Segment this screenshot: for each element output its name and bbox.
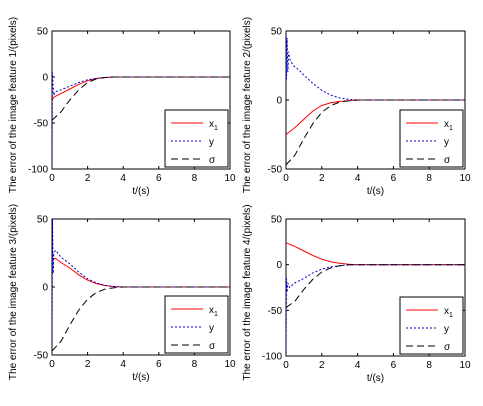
- legend-label: σ: [444, 342, 451, 353]
- x-tick-label: 0: [49, 173, 55, 184]
- series-line-sigma: [52, 286, 230, 352]
- series-line-y: [52, 219, 230, 355]
- x-tick-label: 4: [355, 173, 361, 184]
- series-line-sigma: [52, 76, 230, 121]
- y-tick-label: -100: [28, 165, 48, 176]
- x-tick-label: 8: [426, 360, 432, 371]
- legend-label: σ: [209, 341, 216, 352]
- y-tick-label: 0: [42, 73, 48, 84]
- y-tick-label: -50: [268, 165, 283, 176]
- x-tick-label: 6: [391, 360, 397, 371]
- legend-label: y: [209, 323, 214, 334]
- legend: x1 yσ: [164, 295, 229, 354]
- y-axis-label: The error of the image feature 2/(pixels…: [242, 17, 253, 193]
- x-tick-label: 8: [192, 173, 198, 184]
- y-tick-label: 50: [37, 215, 49, 226]
- x-tick-label: 4: [120, 173, 126, 184]
- legend-label: σ: [209, 155, 216, 166]
- y-tick-label: -100: [262, 352, 282, 363]
- legend: x1 yσ: [399, 296, 464, 355]
- series-line-sigma: [286, 264, 465, 309]
- legend-frame: [399, 109, 464, 168]
- x-tick-label: 2: [319, 360, 325, 371]
- y-tick-label: 50: [271, 27, 283, 38]
- legend-label: y: [209, 137, 214, 148]
- y-axis-label: The error of the image feature 1/(pixels…: [8, 17, 19, 193]
- x-tick-label: 2: [319, 173, 325, 184]
- y-axis-label: The error of the image feature 3/(pixels…: [8, 204, 19, 380]
- legend-label: x1: [209, 119, 218, 132]
- x-axis-label: t/(s): [367, 186, 384, 197]
- legend: x1 yσ: [164, 109, 229, 168]
- chart-4: 0 2 4 6 8 10 -100 -50 0 50 t/(s) The error of the i…: [242, 204, 471, 384]
- x-tick-label: 0: [283, 173, 289, 184]
- series-line-y: [286, 31, 465, 101]
- x-axis-label: t/(s): [132, 186, 149, 197]
- y-tick-label: 50: [271, 215, 283, 226]
- y-tick-label: 50: [37, 27, 49, 38]
- x-tick-label: 2: [85, 173, 91, 184]
- x-tick-label: 10: [224, 173, 236, 184]
- x-tick-label: 4: [120, 359, 126, 370]
- x-tick-label: 0: [283, 360, 289, 371]
- y-tick-label: -50: [268, 306, 283, 317]
- x-tick-label: 6: [156, 359, 162, 370]
- legend-label: x1: [209, 305, 218, 318]
- legend-frame: [164, 295, 229, 354]
- legend-label: x1: [444, 306, 453, 319]
- legend-label: x1: [444, 119, 453, 132]
- x-tick-label: 6: [391, 173, 397, 184]
- legend-label: y: [444, 324, 449, 335]
- series-line-y: [286, 264, 465, 356]
- chart-1: 0 2 4 6 8 10 -100 -50 0 50 t/(s) The error of the i…: [8, 17, 236, 197]
- y-tick-label: -50: [34, 119, 49, 130]
- x-tick-label: 6: [156, 173, 162, 184]
- x-axis-label: t/(s): [367, 373, 384, 384]
- x-tick-label: 10: [224, 359, 236, 370]
- legend-label: σ: [444, 155, 451, 166]
- legend-frame: [164, 109, 229, 168]
- legend: x1 yσ: [399, 109, 464, 168]
- series-line-sigma: [286, 99, 465, 166]
- x-tick-label: 10: [459, 173, 471, 184]
- y-tick-label: 0: [276, 260, 282, 271]
- x-tick-label: 10: [459, 360, 471, 371]
- x-tick-label: 2: [85, 359, 91, 370]
- legend-frame: [399, 296, 464, 355]
- x-tick-label: 4: [355, 360, 361, 371]
- x-axis-label: t/(s): [132, 372, 149, 383]
- y-tick-label: -50: [34, 351, 49, 362]
- series-line-y: [52, 72, 230, 169]
- x-tick-label: 0: [49, 359, 55, 370]
- x-tick-label: 8: [192, 359, 198, 370]
- y-tick-label: 0: [42, 283, 48, 294]
- x-tick-label: 8: [426, 173, 432, 184]
- y-axis-label: The error of the image feature 4/(pixels…: [242, 204, 253, 380]
- y-tick-label: 0: [276, 96, 282, 107]
- legend-label: y: [444, 137, 449, 148]
